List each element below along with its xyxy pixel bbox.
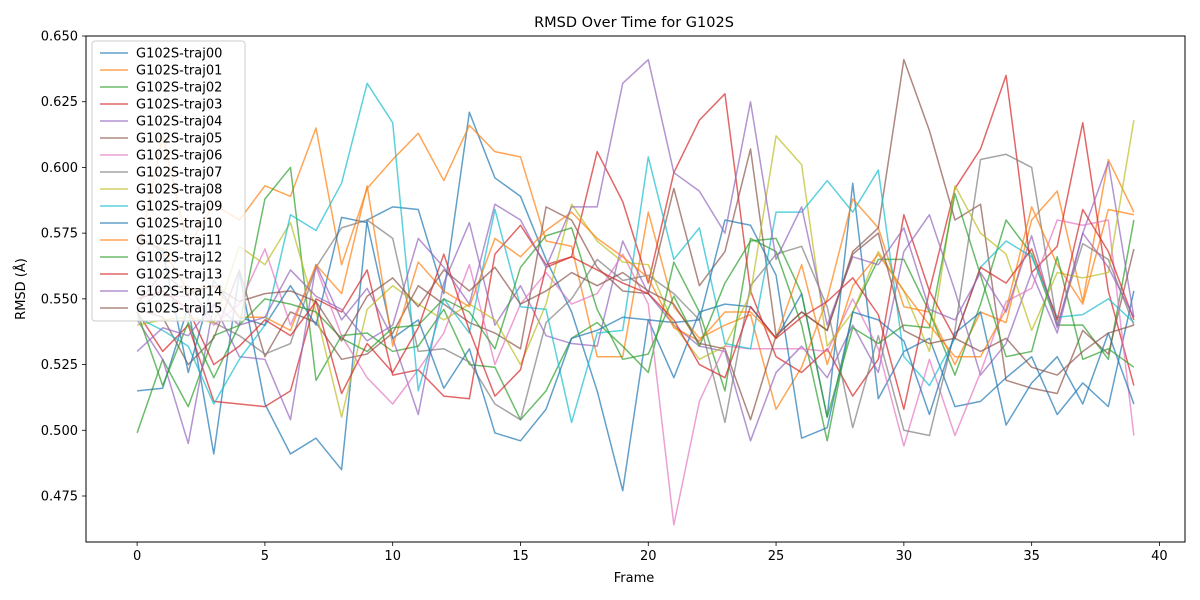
x-tick-label: 30 — [896, 549, 913, 564]
x-tick-label: 35 — [1023, 549, 1040, 564]
y-tick-label: 0.575 — [41, 227, 78, 242]
legend-entry: G102S-traj05 — [136, 132, 222, 147]
legend-entry: G102S-traj01 — [136, 64, 222, 79]
y-tick-label: 0.600 — [41, 161, 78, 176]
y-tick-label: 0.525 — [41, 358, 78, 373]
legend-entry: G102S-traj09 — [136, 200, 222, 215]
legend-entry: G102S-traj10 — [136, 217, 222, 232]
y-axis: 0.475 0.500 0.525 0.550 0.575 0.600 0.625 0.650 — [41, 30, 86, 505]
legend-entry: G102S-traj03 — [136, 98, 222, 113]
x-tick-label: 5 — [261, 549, 269, 564]
x-tick-label: 10 — [384, 549, 401, 564]
plot-frame — [85, 35, 1186, 543]
legend-frame — [91, 40, 246, 322]
legend: G102S-traj00 G102S-traj01 G102S-traj02 G102… — [91, 40, 246, 322]
legend-entry: G102S-traj14 — [136, 285, 222, 300]
x-axis: 0 5 10 15 20 25 30 35 40 — [133, 542, 1168, 564]
legend-entry: G102S-traj06 — [136, 149, 222, 164]
legend-entry: G102S-traj07 — [136, 166, 222, 181]
series-line-11 — [136, 185, 1135, 366]
y-tick-label: 0.650 — [41, 30, 78, 45]
legend-entry: G102S-traj08 — [136, 183, 222, 198]
series-line-14 — [136, 58, 1135, 352]
legend-entry: G102S-traj00 — [136, 47, 222, 62]
x-tick-label: 0 — [133, 549, 141, 564]
y-tick-label: 0.550 — [41, 292, 78, 307]
y-axis-label: RMSD (Å) — [13, 258, 29, 320]
x-tick-label: 15 — [512, 549, 529, 564]
chart-title: RMSD Over Time for G102S — [534, 15, 734, 31]
series-line-12 — [136, 192, 1135, 418]
legend-entry: G102S-traj04 — [136, 115, 222, 130]
series-line-15 — [136, 232, 1135, 421]
y-tick-label: 0.500 — [41, 424, 78, 439]
legend-entry: G102S-traj11 — [136, 234, 222, 249]
series-layer — [136, 58, 1135, 526]
x-axis-label: Frame — [614, 571, 655, 586]
legend-entry: G102S-traj02 — [136, 81, 222, 96]
x-tick-label: 40 — [1151, 549, 1168, 564]
series-line-13 — [136, 208, 1135, 411]
series-line-02 — [136, 166, 1135, 442]
legend-entry: G102S-traj15 — [136, 302, 222, 317]
y-tick-label: 0.475 — [41, 490, 78, 505]
series-line-10 — [136, 216, 1135, 442]
series-line-05 — [136, 58, 1135, 395]
x-tick-label: 20 — [640, 549, 657, 564]
y-tick-label: 0.625 — [41, 95, 78, 110]
legend-entry: G102S-traj12 — [136, 251, 222, 266]
x-tick-label: 25 — [768, 549, 785, 564]
series-line-08 — [136, 119, 1135, 418]
legend-entry: G102S-traj13 — [136, 268, 222, 283]
